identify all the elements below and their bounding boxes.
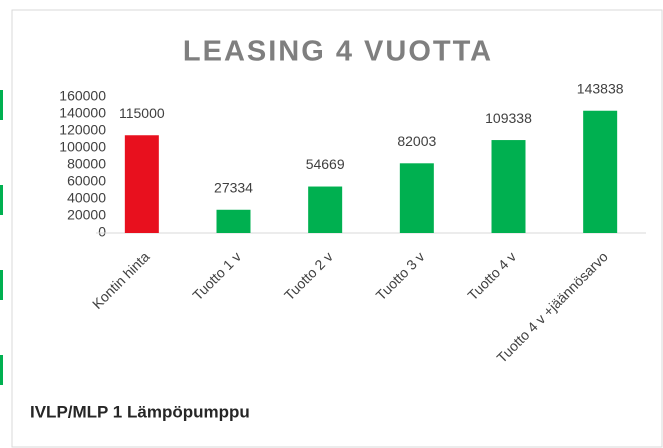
value-label: 115000 xyxy=(119,105,165,121)
side-mark xyxy=(0,270,3,300)
chart-title: LEASING 4 VUOTTA xyxy=(183,36,493,68)
value-label: 82003 xyxy=(397,133,436,149)
y-tick-label: 140000 xyxy=(59,105,106,121)
y-tick-label: 120000 xyxy=(59,122,106,138)
value-label: 54669 xyxy=(306,156,345,172)
side-mark xyxy=(0,355,3,385)
bar xyxy=(583,110,618,233)
chart-footer: IVLP/MLP 1 Lämpöpumppu xyxy=(30,402,250,421)
value-label: 109338 xyxy=(485,110,532,126)
y-tick-label: 160000 xyxy=(59,88,106,104)
bar xyxy=(124,135,159,233)
y-tick-label: 60000 xyxy=(67,173,106,189)
y-tick-label: 100000 xyxy=(59,139,106,155)
y-tick-label: 40000 xyxy=(67,190,106,206)
side-mark xyxy=(0,185,3,215)
value-label: 143838 xyxy=(577,80,624,96)
bar xyxy=(399,163,434,233)
y-tick-label: 80000 xyxy=(67,156,106,172)
value-label: 27334 xyxy=(214,179,253,195)
bar xyxy=(491,140,526,233)
bar xyxy=(308,186,343,233)
bar xyxy=(216,209,251,233)
y-tick-label: 20000 xyxy=(67,207,106,223)
side-mark xyxy=(0,90,3,120)
y-tick-label: 0 xyxy=(98,224,106,240)
